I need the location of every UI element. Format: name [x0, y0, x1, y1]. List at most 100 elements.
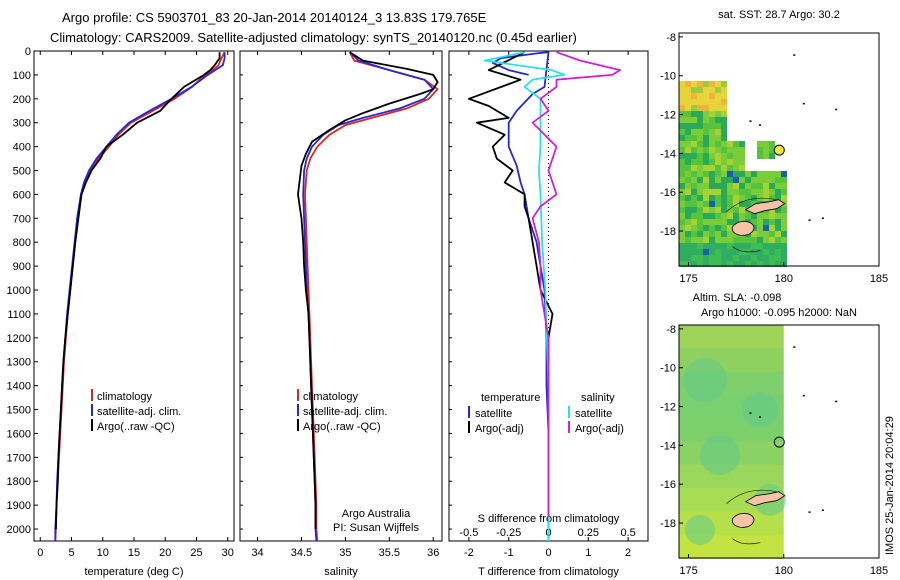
sst-cell: [697, 147, 703, 153]
sst-cell: [757, 219, 763, 225]
sst-cell: [679, 237, 685, 243]
sst-cell: [691, 189, 697, 195]
sst-cell: [703, 165, 709, 171]
sst-cell: [715, 159, 721, 165]
sst-cell: [679, 117, 685, 123]
sst-cell: [727, 147, 733, 153]
y-tick-label: -12: [660, 402, 676, 414]
sst-cell: [721, 111, 727, 117]
sst-cell: [703, 147, 709, 153]
sst-cell: [715, 117, 721, 123]
sst-cell: [691, 123, 697, 129]
sst-cell: [685, 81, 691, 87]
sst-cell: [685, 171, 691, 177]
sst-cell: [757, 249, 763, 255]
sst-cell: [691, 231, 697, 237]
map-sla: 175 180 185 -8 -10 -12 -14 -16 -18: [660, 324, 888, 577]
legend-label: satellite: [475, 408, 512, 420]
sst-cell: [697, 237, 703, 243]
sst-cell: [679, 159, 685, 165]
sst-cell: [685, 129, 691, 135]
y-tick-label: -10: [660, 71, 676, 83]
sst-cell: [757, 261, 763, 267]
sst-cell: [733, 237, 739, 243]
x-tick-label: -1: [504, 547, 514, 559]
sst-cell: [769, 207, 775, 213]
sst-cell: [703, 93, 709, 99]
sst-cell: [709, 213, 715, 219]
sst-cell: [745, 183, 751, 189]
island-vanua-levu: [744, 199, 786, 215]
sst-cell: [751, 183, 757, 189]
sst-cell: [691, 255, 697, 261]
sst-cell: [721, 195, 727, 201]
sst-cell: [703, 237, 709, 243]
sst-cell: [745, 195, 751, 201]
y-tick-label: -8: [666, 324, 676, 336]
sst-cell: [679, 195, 685, 201]
island-vanua-levu: [744, 491, 786, 507]
sst-cell: [697, 123, 703, 129]
y-tick-label: 1700: [7, 452, 31, 464]
sst-cell: [763, 261, 769, 267]
sst-cell: [757, 213, 763, 219]
sst-cell: [679, 207, 685, 213]
y-tick-label: -14: [660, 148, 676, 160]
sst-cell: [709, 135, 715, 141]
sst-cell: [679, 87, 685, 93]
sst-cell: [685, 261, 691, 267]
sst-cell: [697, 111, 703, 117]
reef-line: [726, 197, 777, 212]
sst-cell: [739, 153, 745, 159]
sst-cell: [697, 171, 703, 177]
sst-cell: [703, 111, 709, 117]
sst-cell: [697, 93, 703, 99]
sst-cell: [769, 249, 775, 255]
title-line-1: Argo profile: CS 5903701_83 20-Jan-2014 …: [62, 10, 487, 25]
sst-cell: [781, 237, 787, 243]
small-island: [749, 412, 752, 414]
argo-float-marker: [773, 144, 785, 156]
sst-cell: [781, 177, 787, 183]
sst-cell: [715, 81, 721, 87]
sst-cell: [751, 255, 757, 261]
sst-cell: [727, 159, 733, 165]
sst-cell: [745, 171, 751, 177]
sst-cell: [697, 207, 703, 213]
sst-cell: [685, 189, 691, 195]
sst-cell: [679, 171, 685, 177]
sst-cell: [703, 135, 709, 141]
sst-cell: [733, 195, 739, 201]
x-axis-label: salinity: [324, 566, 358, 578]
sst-cell: [751, 201, 757, 207]
sst-cell: [691, 249, 697, 255]
salinity-frame: [239, 50, 443, 542]
sst-cell: [757, 243, 763, 249]
sst-cell: [685, 201, 691, 207]
sst-cell: [685, 93, 691, 99]
sst-cell: [685, 249, 691, 255]
sst-cell: [703, 231, 709, 237]
small-island: [835, 400, 838, 403]
sst-cell: [691, 171, 697, 177]
y-tick-label: 200: [13, 94, 31, 106]
panel-annotation: PI: Susan Wijffels: [333, 522, 419, 534]
sst-cell: [691, 81, 697, 87]
reef-line: [732, 538, 761, 545]
sst-cell: [733, 249, 739, 255]
sst-cell: [697, 255, 703, 261]
sst-cell: [715, 231, 721, 237]
island-viti-levu: [731, 512, 755, 528]
sst-cell: [781, 225, 787, 231]
panel-annotation: Argo Australia: [342, 508, 411, 520]
sst-cell: [685, 255, 691, 261]
sst-cell: [697, 249, 703, 255]
sst-cell: [691, 201, 697, 207]
sst-cell: [679, 135, 685, 141]
sst-cell: [685, 159, 691, 165]
sst-cell: [739, 201, 745, 207]
sst-cell: [733, 255, 739, 261]
x-tick-label: 15: [128, 547, 140, 559]
y-tick-label: 0: [25, 46, 31, 58]
